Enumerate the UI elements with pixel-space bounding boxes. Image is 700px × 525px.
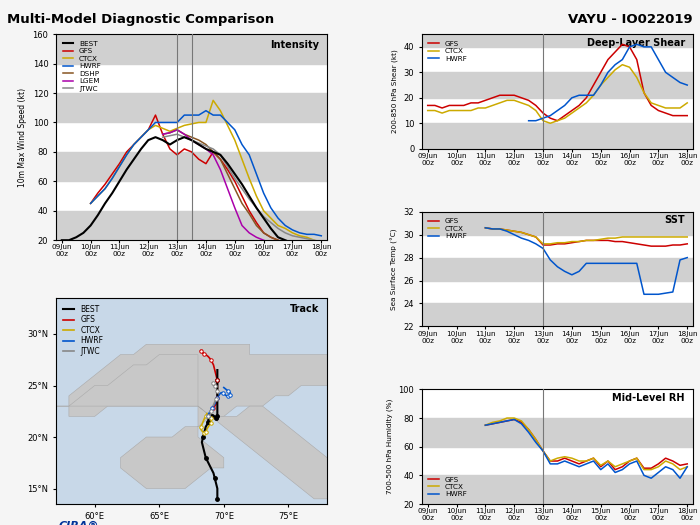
Bar xyxy=(422,212,693,235)
Bar xyxy=(56,93,327,122)
Legend: GFS, CTCX, HWRF: GFS, CTCX, HWRF xyxy=(426,474,470,500)
Bar xyxy=(422,34,693,47)
Bar xyxy=(56,211,327,240)
Text: Multi-Model Diagnostic Comparison: Multi-Model Diagnostic Comparison xyxy=(7,13,274,26)
Bar xyxy=(422,303,693,327)
Y-axis label: 10m Max Wind Speed (kt): 10m Max Wind Speed (kt) xyxy=(18,88,27,187)
Polygon shape xyxy=(198,406,353,499)
Text: Mid-Level RH: Mid-Level RH xyxy=(612,393,685,403)
Y-axis label: 200-850 hPa Shear (kt): 200-850 hPa Shear (kt) xyxy=(391,49,398,133)
Legend: GFS, CTCX, HWRF: GFS, CTCX, HWRF xyxy=(426,38,470,65)
Polygon shape xyxy=(69,344,353,489)
Text: Deep-Layer Shear: Deep-Layer Shear xyxy=(587,38,685,48)
Bar xyxy=(422,418,693,447)
Text: Track: Track xyxy=(290,304,319,314)
Y-axis label: Sea Surface Temp (°C): Sea Surface Temp (°C) xyxy=(391,228,398,310)
Legend: GFS, CTCX, HWRF: GFS, CTCX, HWRF xyxy=(426,215,470,242)
Bar xyxy=(56,34,327,64)
Bar xyxy=(422,475,693,504)
Polygon shape xyxy=(56,354,198,406)
Bar xyxy=(56,152,327,181)
Legend: BEST, GFS, CTCX, HWRF, JTWC: BEST, GFS, CTCX, HWRF, JTWC xyxy=(60,302,106,359)
Text: SST: SST xyxy=(664,215,685,225)
Legend: BEST, GFS, CTCX, HWRF, DSHP, LGEM, JTWC: BEST, GFS, CTCX, HWRF, DSHP, LGEM, JTWC xyxy=(60,38,104,94)
Bar xyxy=(422,123,693,149)
Text: VAYU - IO022019: VAYU - IO022019 xyxy=(568,13,693,26)
Polygon shape xyxy=(353,375,508,437)
Y-axis label: 700-500 hPa Humidity (%): 700-500 hPa Humidity (%) xyxy=(386,399,393,495)
Text: Intensity: Intensity xyxy=(270,40,319,50)
Text: CIRA®: CIRA® xyxy=(59,520,99,525)
Bar xyxy=(422,72,693,98)
Bar xyxy=(422,258,693,280)
